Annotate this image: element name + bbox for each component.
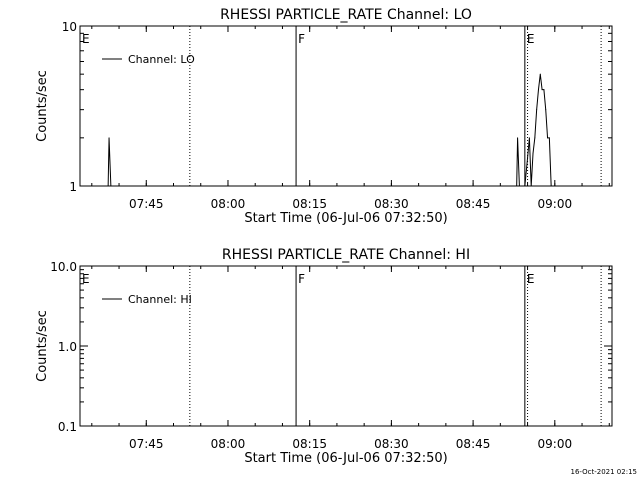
chart0-x-tick-label: 08:45 [456, 197, 491, 211]
chart0-plot-frame [79, 25, 613, 187]
chart0-data-point [110, 185, 112, 187]
chart1-x-tick-label: 08:45 [456, 437, 491, 451]
chart0-annotation-label: E [82, 32, 90, 46]
chart0-data-point [107, 185, 109, 187]
chart0-series-line-0 [107, 74, 552, 187]
chart0-data-point [534, 137, 536, 139]
chart1-x-tick-label: 07:45 [129, 437, 164, 451]
chart0-data-point [108, 137, 110, 139]
chart0-x-tick-label: 08:00 [211, 197, 246, 211]
chart0-x-tick-label: 08:15 [292, 197, 327, 211]
chart1-title: RHESSI PARTICLE_RATE Channel: HI [222, 247, 470, 263]
chart0-data-point [547, 137, 549, 139]
chart0-data-point [532, 152, 534, 154]
chart0-data-point [516, 185, 518, 187]
chart0-y-tick-label: 10 [62, 20, 77, 34]
chart0-data-point [550, 185, 552, 187]
chart0-x-tick-label: 08:30 [374, 197, 409, 211]
chart0-data-point [518, 185, 520, 187]
chart1-plot-frame [79, 265, 613, 427]
chart1-y-axis-label: Counts/sec [35, 310, 50, 382]
chart0-data-point [541, 89, 543, 91]
chart0-x-tick-label: 09:00 [538, 197, 573, 211]
chart1-annotation-label: E [82, 272, 90, 286]
chart0-data-point [530, 185, 532, 187]
chart0-data-point [536, 109, 538, 111]
chart0-data-point [527, 157, 529, 159]
chart0-legend-label: Channel: LO [128, 53, 195, 66]
chart0-y-axis-label: Counts/sec [35, 70, 50, 142]
chart0-title: RHESSI PARTICLE_RATE Channel: LO [220, 7, 472, 23]
chart0-data-point [517, 137, 519, 139]
chart1-x-tick-label: 08:30 [374, 437, 409, 451]
chart0-data-point [548, 137, 550, 139]
chart0-data-point [524, 185, 526, 187]
chart1-panel: RHESSI PARTICLE_RATE Channel: HI 07:45 08:… [35, 247, 613, 466]
chart1-legend-label: Channel: HI [128, 293, 192, 306]
chart1-x-tick-label: 08:15 [292, 437, 327, 451]
chart0-annotation-label: E [527, 32, 535, 46]
chart0-panel: RHESSI PARTICLE_RATE Channel: LO 07:45 08:… [35, 7, 613, 226]
chart1-y-tick-label: 1.0 [58, 340, 77, 354]
chart0-data-point [539, 73, 541, 75]
chart0-y-tick-label: 1 [69, 180, 77, 194]
footer-timestamp: 16-Oct-2021 02:15 [571, 468, 637, 476]
chart1-y-tick-label: 0.1 [58, 420, 77, 434]
chart1-y-tick-label: 10.0 [50, 260, 77, 274]
chart0-data-point [543, 89, 545, 91]
chart1-annotation-label: F [298, 272, 305, 286]
chart0-x-axis-label: Start Time (06-Jul-06 07:32:50) [244, 211, 447, 226]
chart0-data-point [537, 89, 539, 91]
chart0-data-point [545, 109, 547, 111]
chart1-x-axis-label: Start Time (06-Jul-06 07:32:50) [244, 451, 447, 466]
chart1-x-tick-label: 09:00 [538, 437, 573, 451]
chart0-annotation-label: F [298, 32, 305, 46]
chart0-x-tick-label: 07:45 [129, 197, 164, 211]
chart1-x-tick-label: 08:00 [211, 437, 246, 451]
chart1-annotation-label: E [527, 272, 535, 286]
chart0-data-point [528, 137, 530, 139]
